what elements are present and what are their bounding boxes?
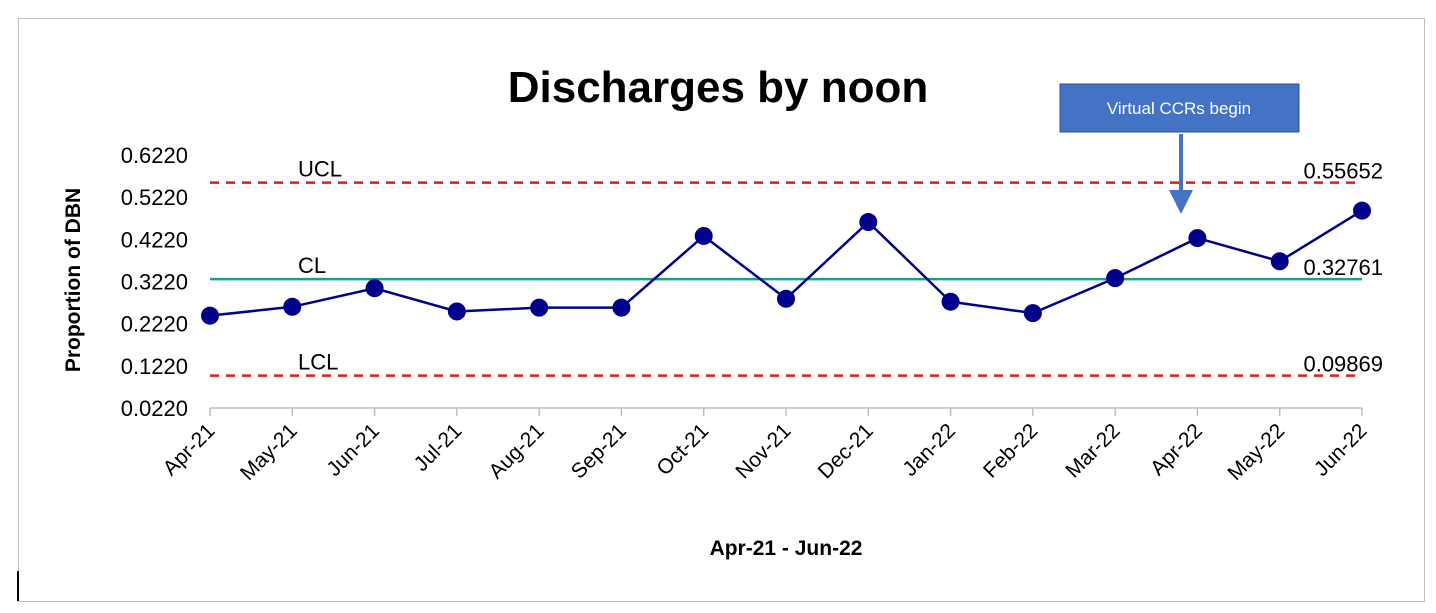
x-tick-label: Jul-21: [410, 419, 467, 476]
x-tick-label: Nov-21: [731, 419, 795, 483]
data-point: [201, 306, 219, 325]
data-point: [365, 279, 384, 298]
x-axis-labels: Apr-21 May-21 Jun-21 Jul-21 Aug-21 Sep-21 Oct-…: [159, 419, 1372, 485]
data-point: [1188, 229, 1207, 248]
x-tick-label: Jun-22: [1310, 419, 1372, 481]
x-tick-label: Dec-21: [814, 419, 878, 483]
x-tick-label: Apr-22: [1146, 419, 1207, 480]
x-axis-tick-marks: [209, 408, 1363, 416]
data-point: [283, 297, 302, 316]
y-tick-label: 0.2220: [121, 312, 188, 337]
data-point: [941, 292, 960, 311]
data-point: [612, 298, 631, 317]
data-point: [447, 302, 466, 321]
y-axis-ticks: 0.6220 0.5220 0.4220 0.3220 0.2220 0.1220 0.02…: [121, 143, 188, 421]
text-cursor: [17, 571, 19, 601]
data-point: [777, 289, 795, 308]
x-axis-title: Apr-21 - Jun-22: [710, 537, 863, 560]
cl-label: CL: [298, 253, 326, 278]
callout-box: [1059, 83, 1300, 133]
y-axis-title: Proportion of DBN: [62, 188, 85, 372]
x-tick-label: Sep-21: [567, 419, 631, 483]
x-tick-label: May-22: [1223, 419, 1289, 485]
lcl-label: LCL: [298, 350, 338, 375]
x-tick-label: Jun-21: [322, 419, 384, 481]
x-tick-label: Aug-21: [485, 419, 549, 483]
data-point: [694, 226, 713, 245]
y-tick-label: 0.3220: [121, 270, 188, 295]
y-tick-label: 0.0220: [121, 396, 188, 421]
data-point: [1270, 252, 1289, 271]
x-tick-label: Jan-22: [898, 419, 960, 481]
lcl-value-label: 0.09869: [1303, 352, 1383, 377]
x-tick-label: Mar-22: [1061, 419, 1124, 482]
x-tick-label: Apr-21: [159, 419, 220, 480]
cl-value-label: 0.32761: [1303, 255, 1383, 280]
series-points: [201, 201, 1371, 325]
y-tick-label: 0.6220: [121, 143, 188, 168]
y-tick-label: 0.4220: [121, 227, 188, 252]
data-point: [1353, 201, 1371, 220]
callout-text: Virtual CCRs begin: [1107, 99, 1251, 118]
data-point: [1023, 304, 1042, 323]
x-tick-label: Oct-21: [652, 419, 713, 480]
x-tick-label: May-21: [236, 419, 302, 485]
ucl-label: UCL: [298, 157, 342, 182]
data-point: [530, 298, 549, 317]
y-tick-label: 0.1220: [121, 354, 188, 379]
chart-title: Discharges by noon: [508, 63, 929, 112]
data-point: [859, 213, 878, 232]
callout: Virtual CCRs begin: [1059, 83, 1300, 214]
x-tick-label: Feb-22: [979, 419, 1042, 482]
y-tick-label: 0.5220: [121, 185, 188, 210]
ucl-value-label: 0.55652: [1303, 159, 1383, 184]
data-point: [1106, 269, 1125, 288]
